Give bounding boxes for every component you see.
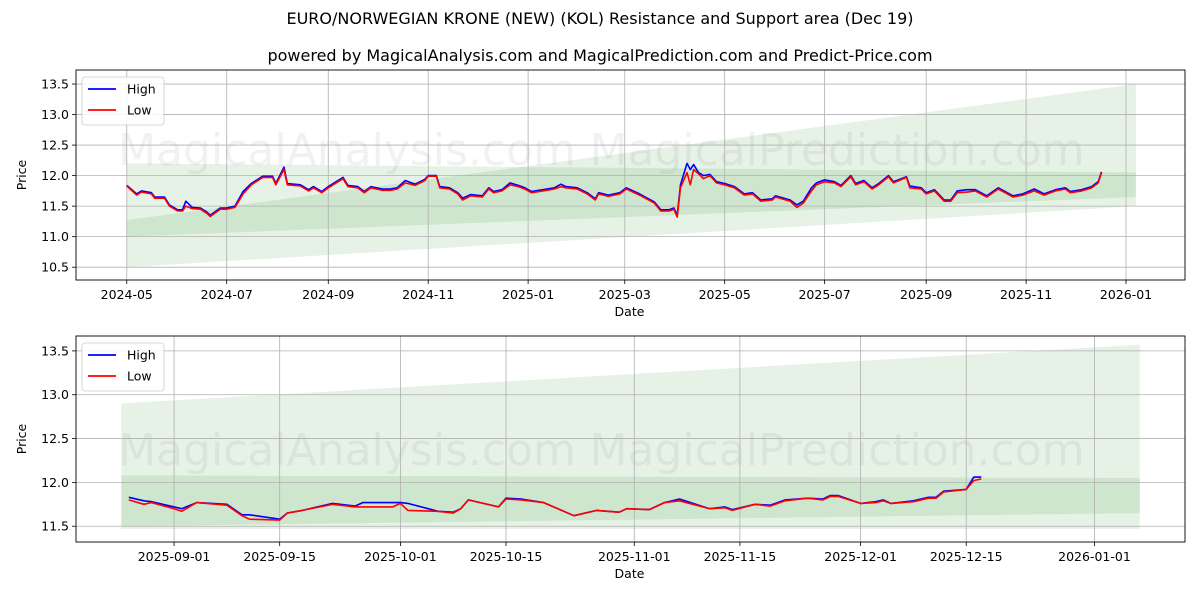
x-tick-label: 2025-09-15	[243, 549, 316, 564]
axes-frame	[75, 335, 1186, 543]
legend-label-low: Low	[127, 103, 152, 118]
chart-2: MagicalAnalysis.com MagicalPrediction.com…	[14, 335, 1186, 581]
x-tick-label: 2025-09-01	[138, 549, 211, 564]
x-tick-label: 2026-01	[1100, 287, 1152, 302]
y-tick-label: 13.0	[41, 107, 69, 122]
x-tick-label: 2025-10-15	[470, 549, 543, 564]
y-tick-label: 12.0	[41, 475, 69, 490]
x-tick-label: 2024-11	[402, 287, 454, 302]
band-narrow	[121, 475, 1140, 527]
x-tick-label: 2025-11-15	[704, 549, 777, 564]
x-tick-label: 2025-12-01	[824, 549, 897, 564]
y-tick-label: 13.5	[41, 343, 69, 358]
chart-title: EURO/NORWEGIAN KRONE (NEW) (KOL) Resista…	[286, 9, 914, 28]
watermark: MagicalAnalysis.com	[118, 125, 576, 176]
x-tick-label: 2024-07	[201, 287, 253, 302]
series-low-line	[126, 168, 1103, 218]
axes-frame	[75, 69, 1186, 281]
y-tick-label: 11.5	[41, 199, 69, 214]
legend-label-high: High	[127, 82, 156, 97]
x-tick-label: 2024-05	[101, 287, 153, 302]
legend-label-high: High	[127, 348, 156, 363]
y-tick-label: 12.5	[41, 138, 69, 153]
x-tick-label: 2025-11-01	[598, 549, 671, 564]
chart-1: MagicalAnalysis.com MagicalPrediction.com…	[14, 69, 1186, 319]
x-tick-label: 2024-09	[302, 287, 354, 302]
x-tick-label: 2025-10-01	[364, 549, 437, 564]
x-tick-label: 2025-07	[798, 287, 850, 302]
legend: High Low	[81, 342, 165, 392]
x-tick-label: 2025-05	[699, 287, 751, 302]
y-axis-label: Price	[14, 423, 29, 454]
x-axis-label: Date	[615, 566, 645, 581]
y-tick-label: 13.0	[41, 387, 69, 402]
x-tick-label: 2025-12-15	[930, 549, 1003, 564]
band-wide	[121, 344, 1140, 529]
series-low-line	[128, 478, 982, 521]
y-tick-label: 11.5	[41, 519, 69, 534]
chart-subtitle: powered by MagicalAnalysis.com and Magic…	[267, 46, 933, 65]
x-tick-label: 2025-11	[1000, 287, 1052, 302]
watermark: MagicalPrediction.com	[590, 425, 1085, 476]
x-tick-label: 2026-01-01	[1058, 549, 1131, 564]
y-tick-label: 12.0	[41, 168, 69, 183]
y-axis-label: Price	[14, 159, 29, 190]
y-tick-label: 10.5	[41, 260, 69, 275]
x-tick-label: 2025-01	[502, 287, 554, 302]
legend-label-low: Low	[127, 369, 152, 384]
legend: High Low	[81, 76, 165, 126]
x-tick-label: 2025-09	[900, 287, 952, 302]
y-tick-label: 11.0	[41, 229, 69, 244]
watermark: MagicalPrediction.com	[590, 125, 1085, 176]
y-tick-label: 13.5	[41, 77, 69, 92]
x-tick-label: 2025-03	[599, 287, 651, 302]
watermark: MagicalAnalysis.com	[118, 425, 576, 476]
y-tick-label: 12.5	[41, 431, 69, 446]
x-axis-label: Date	[615, 304, 645, 319]
